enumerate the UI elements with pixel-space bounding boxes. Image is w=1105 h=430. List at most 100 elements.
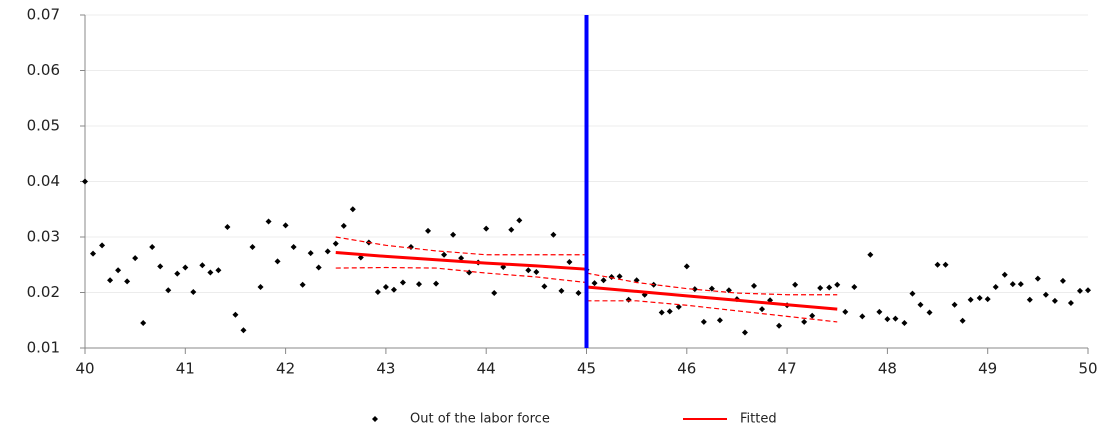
x-tick-label: 43 xyxy=(376,360,395,378)
point xyxy=(508,226,515,233)
y-tick-label: 0.07 xyxy=(27,6,60,24)
point xyxy=(926,309,933,316)
y-tick-label: 0.04 xyxy=(27,172,60,190)
point xyxy=(315,264,322,271)
point xyxy=(399,279,406,286)
point xyxy=(107,277,114,284)
point xyxy=(1067,300,1074,307)
point xyxy=(616,273,623,280)
point xyxy=(1076,287,1083,294)
confidence-line xyxy=(335,236,587,256)
point xyxy=(1085,287,1091,294)
x-tick-label: 49 xyxy=(978,360,997,378)
fitted-line xyxy=(586,285,838,311)
point xyxy=(450,231,457,238)
point xyxy=(224,224,231,231)
point xyxy=(600,277,607,284)
point xyxy=(625,296,632,303)
point xyxy=(390,286,397,293)
point xyxy=(349,206,356,213)
point xyxy=(290,243,297,250)
point xyxy=(867,251,874,258)
point xyxy=(666,308,673,315)
point xyxy=(558,287,565,294)
point xyxy=(299,281,306,288)
point xyxy=(959,317,966,324)
point xyxy=(1042,291,1049,298)
point xyxy=(332,240,339,247)
point xyxy=(976,295,983,302)
point xyxy=(199,262,206,269)
point xyxy=(215,267,222,274)
point xyxy=(265,218,272,225)
point xyxy=(675,303,682,310)
x-tick-label: 50 xyxy=(1078,360,1097,378)
point xyxy=(658,309,665,316)
confidence-line xyxy=(586,300,838,323)
point xyxy=(458,255,465,262)
point xyxy=(801,318,808,325)
point xyxy=(466,269,473,276)
point xyxy=(817,285,824,292)
point xyxy=(683,263,690,270)
point xyxy=(842,308,849,315)
point xyxy=(99,242,106,249)
point xyxy=(691,286,698,293)
point xyxy=(942,261,949,268)
point xyxy=(1009,281,1016,288)
point xyxy=(759,306,766,313)
confidence-line xyxy=(586,272,838,296)
point xyxy=(541,283,548,290)
point xyxy=(700,318,707,325)
point xyxy=(1026,296,1033,303)
point xyxy=(591,280,598,287)
y-tick-label: 0.05 xyxy=(27,117,60,135)
point xyxy=(157,263,164,270)
point xyxy=(282,222,289,229)
legend-label: Fitted xyxy=(740,412,777,427)
y-tick-label: 0.06 xyxy=(27,61,60,79)
point xyxy=(834,281,841,288)
point xyxy=(415,281,422,288)
point xyxy=(884,316,891,323)
point xyxy=(149,243,156,250)
point xyxy=(708,285,715,292)
point xyxy=(340,222,347,229)
x-tick-label: 46 xyxy=(677,360,696,378)
point xyxy=(82,178,88,185)
y-tick-label: 0.02 xyxy=(27,283,60,301)
point xyxy=(566,258,573,265)
legend-label: Out of the labor force xyxy=(410,412,550,427)
point xyxy=(425,227,432,234)
confidence-line xyxy=(335,266,587,284)
point xyxy=(951,301,958,308)
y-tick-label: 0.01 xyxy=(27,339,60,357)
fitted-line xyxy=(335,251,587,271)
point xyxy=(967,296,974,303)
point xyxy=(441,251,448,258)
point xyxy=(491,290,498,297)
point xyxy=(809,312,816,319)
x-tick-label: 45 xyxy=(577,360,596,378)
point xyxy=(274,258,281,265)
point xyxy=(716,317,723,324)
point xyxy=(516,217,523,224)
point xyxy=(249,243,256,250)
point xyxy=(984,296,991,303)
point xyxy=(525,267,532,274)
point xyxy=(751,282,758,289)
point xyxy=(725,287,732,294)
point xyxy=(407,243,414,250)
point xyxy=(776,322,783,329)
point xyxy=(382,283,389,290)
point xyxy=(240,327,247,334)
point xyxy=(1001,271,1008,278)
point xyxy=(575,290,582,297)
point xyxy=(533,268,540,275)
point xyxy=(876,308,883,315)
point xyxy=(132,255,139,262)
x-tick-label: 42 xyxy=(276,360,295,378)
point xyxy=(1034,275,1041,282)
point xyxy=(608,273,615,280)
